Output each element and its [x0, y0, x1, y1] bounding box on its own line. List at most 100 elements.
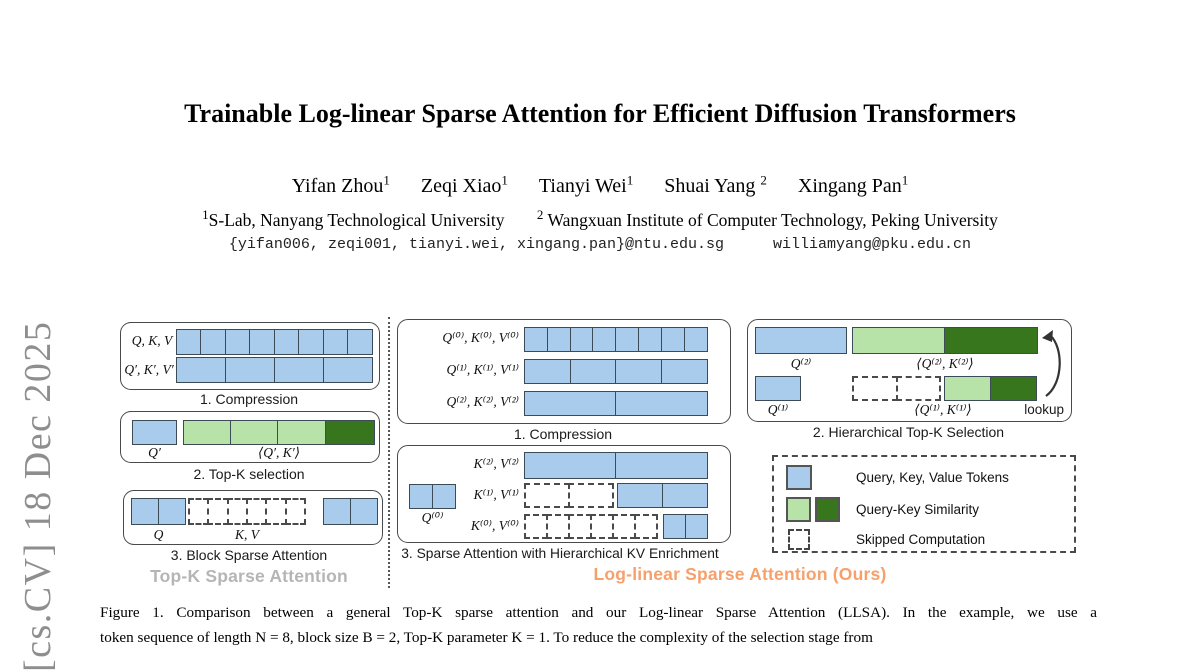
affiliation-line: 1S-Lab, Nanyang Technological University…	[0, 207, 1200, 231]
token-cell	[524, 327, 549, 352]
selected-kv-block	[323, 498, 378, 525]
similarity-bar	[183, 420, 375, 445]
token-cell	[661, 483, 708, 508]
skipped-cell	[590, 514, 614, 539]
topk-compression-box: Q, K, V Q′, K′, V′	[120, 322, 380, 390]
token-row-full	[176, 329, 373, 355]
skipped-cell	[284, 498, 306, 525]
legend-label: Skipped Computation	[856, 532, 986, 547]
topk-selection-box: Q′ ⟨Q′, K′⟩	[120, 411, 380, 463]
token-row-compressed	[176, 357, 373, 383]
level0-label: Q⁽⁰⁾, K⁽⁰⁾, V⁽⁰⁾	[442, 330, 519, 345]
skipped-sim-run	[852, 376, 941, 401]
kv0-row	[524, 514, 708, 539]
query-block	[409, 484, 456, 509]
author-sup: 1	[383, 172, 390, 187]
qkv-label: Q, K, V	[131, 333, 173, 348]
kv1-skipped	[524, 483, 614, 508]
legend-token-swatch	[786, 465, 812, 490]
author-sup: 1	[901, 172, 909, 187]
email-pku: williamyang@pku.edu.cn	[773, 236, 972, 253]
similarity2-label: ⟨Q⁽²⁾, K⁽²⁾⟩	[916, 356, 974, 371]
query2-cell	[755, 327, 847, 354]
level0-tokens	[524, 327, 708, 352]
token-cell	[322, 357, 373, 383]
token-cell	[249, 329, 276, 355]
token-cell	[663, 514, 687, 539]
skipped-cell	[265, 498, 287, 525]
author: Tianyi Wei1	[538, 172, 634, 197]
legend-label: Query, Key, Value Tokens	[856, 470, 1009, 485]
step-caption: 2. Hierarchical Top-K Selection	[812, 424, 1005, 440]
query-label: Q⁽⁰⁾	[421, 510, 444, 525]
query1-label: Q⁽¹⁾	[767, 402, 789, 417]
author-sup: 2	[760, 172, 767, 187]
arxiv-watermark: [cs.CV] 18 Dec 2025	[17, 320, 59, 672]
kv-label: K, V	[234, 527, 259, 542]
topk-panel-title: Top-K Sparse Attention	[150, 566, 348, 586]
similarity-selected-cell	[325, 420, 375, 445]
step-caption: 3. Block Sparse Attention	[170, 547, 328, 563]
legend-sim-light-swatch	[786, 497, 811, 522]
token-cell	[638, 327, 663, 352]
token-cell	[298, 329, 325, 355]
token-cell	[347, 329, 373, 355]
email-line: {yifan006, zeqi001, tianyi.wei, xingang.…	[0, 236, 1200, 253]
token-cell	[615, 327, 640, 352]
kv1-label: K⁽¹⁾, V⁽¹⁾	[473, 487, 519, 502]
llsa-compression-box: Q⁽⁰⁾, K⁽⁰⁾, V⁽⁰⁾ Q⁽¹⁾, K⁽¹⁾, V⁽¹⁾ Q⁽²⁾, …	[397, 319, 731, 424]
skipped-cell	[634, 514, 658, 539]
token-cell	[660, 359, 708, 384]
token-cell	[569, 359, 617, 384]
step-caption: 1. Compression	[199, 391, 299, 407]
level1-tokens	[524, 359, 708, 384]
token-cell	[224, 357, 276, 383]
skipped-cell	[188, 498, 210, 525]
token-cell	[176, 357, 227, 383]
similarity2-bar	[852, 327, 1038, 354]
step-caption: 3. Sparse Attention with Hierarchical KV…	[401, 546, 719, 561]
skipped-cell	[524, 483, 570, 508]
token-cell	[157, 498, 186, 525]
legend-sim-dark-swatch	[815, 497, 840, 522]
kv0-skipped	[524, 514, 658, 539]
skipped-cell	[207, 498, 229, 525]
skipped-cell	[226, 498, 248, 525]
compressed-qkv-label: Q′, K′, V′	[124, 362, 174, 377]
token-cell	[176, 329, 202, 355]
kv2-row	[524, 452, 708, 479]
token-cell	[684, 514, 708, 539]
kv2-label: K⁽²⁾, V⁽²⁾	[473, 456, 519, 471]
token-cell	[323, 498, 352, 525]
similarity1-bar	[944, 376, 1037, 401]
similarity-label: ⟨Q′, K′⟩	[258, 445, 300, 460]
token-cell	[524, 359, 572, 384]
level2-tokens	[524, 391, 708, 416]
level1-label: Q⁽¹⁾, K⁽¹⁾, V⁽¹⁾	[446, 362, 519, 377]
author: Yifan Zhou1	[291, 172, 390, 197]
kv1-selected	[617, 483, 708, 508]
skipped-cell	[245, 498, 268, 525]
legend-skipped-swatch	[788, 529, 810, 550]
skipped-cell	[546, 514, 570, 539]
author-line: Yifan Zhou1 Zeqi Xiao1 Tianyi Wei1 Shuai…	[0, 172, 1200, 198]
skipped-cell	[852, 376, 898, 401]
skipped-cell	[895, 376, 941, 401]
similarity-light-cell	[944, 376, 992, 401]
block-sparse-box: Q K, V	[123, 490, 383, 545]
token-cell	[322, 329, 349, 355]
lookup-arrow-icon	[1042, 330, 1061, 397]
token-cell	[617, 483, 664, 508]
similarity-light-group	[183, 420, 327, 445]
token-cell	[615, 452, 708, 479]
figure-caption-line2: token sequence of length N = 8, block si…	[100, 629, 873, 646]
llsa-sparse-box: K⁽²⁾, V⁽²⁾ Q⁽⁰⁾ K⁽¹⁾, V⁽¹⁾ K⁽⁰⁾, V⁽⁰⁾	[397, 445, 731, 543]
figure-legend: Query, Key, Value Tokens Query-Key Simil…	[772, 455, 1076, 553]
query1-cell	[755, 376, 801, 401]
author-sup: 1	[501, 172, 508, 187]
token-cell	[273, 357, 325, 383]
step-caption: 1. Compression	[513, 426, 613, 442]
similarity-selected-cell	[989, 376, 1037, 401]
token-cell	[200, 329, 227, 355]
token-cell	[224, 329, 251, 355]
